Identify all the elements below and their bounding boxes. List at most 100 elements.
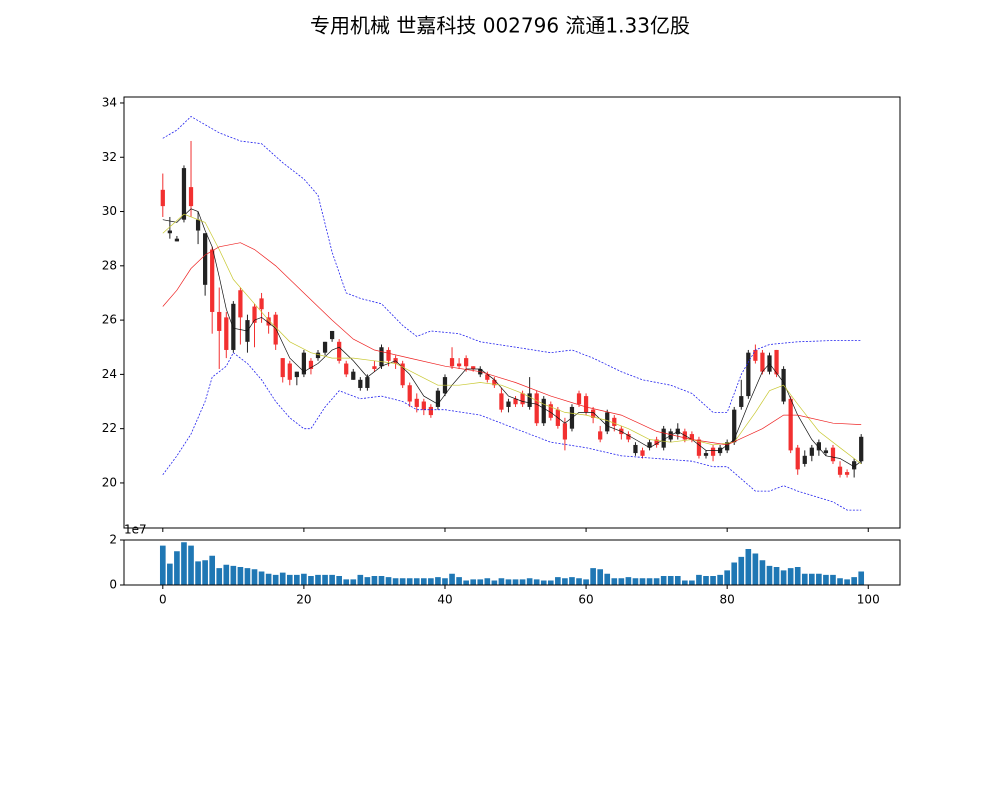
candle-body: [421, 401, 426, 410]
volume-bar: [674, 576, 681, 585]
candle-body: [259, 298, 264, 310]
volume-bar: [209, 555, 216, 585]
y-tick-label: 34: [102, 95, 117, 109]
candle-body: [576, 393, 582, 405]
volume-bar: [547, 580, 554, 585]
candle-body: [266, 317, 271, 326]
candle-body: [583, 396, 589, 413]
candle-body: [527, 393, 532, 407]
candle-body: [203, 233, 208, 285]
candle-body: [809, 447, 814, 456]
volume-bar: [364, 577, 371, 585]
volume-bar: [392, 578, 399, 585]
volume-bar: [378, 576, 385, 585]
volume-bar: [773, 567, 780, 585]
volume-bar: [251, 569, 258, 585]
candle-body: [703, 453, 709, 456]
candle-body: [859, 436, 864, 462]
candle-body: [337, 341, 342, 361]
candle-body: [710, 447, 716, 456]
candle-body: [167, 230, 172, 234]
volume-bar: [710, 576, 716, 585]
volume-bar: [322, 574, 328, 585]
volume-bar: [230, 565, 237, 585]
candle-body: [598, 431, 603, 440]
candle-body: [605, 412, 610, 432]
candle-body: [188, 187, 194, 207]
candle-body: [802, 455, 807, 464]
candle-body: [739, 396, 744, 407]
candle-body: [816, 442, 821, 451]
volume-bar: [787, 568, 794, 585]
candle-body: [788, 398, 793, 451]
indicator-line: [162, 242, 862, 446]
candle-body: [732, 409, 737, 443]
candle-body: [534, 393, 539, 424]
volume-bar: [435, 577, 441, 585]
candle-body: [414, 398, 419, 407]
volume-bar: [703, 576, 709, 585]
volume-bar: [301, 573, 307, 585]
volume-bar: [167, 563, 173, 585]
volume-bar: [484, 578, 491, 585]
volume-bar: [195, 561, 201, 585]
x-tick-label: 60: [578, 593, 593, 607]
volume-bar: [279, 572, 286, 585]
volume-bar: [258, 571, 265, 585]
volume-bar: [794, 567, 801, 585]
volume-bar: [625, 577, 632, 585]
volume-bar: [470, 579, 477, 585]
volume-bar: [442, 578, 448, 585]
candle-body: [344, 363, 349, 375]
volume-bar: [491, 580, 498, 585]
volume-bar: [689, 580, 695, 585]
volume-bar: [766, 565, 773, 585]
volume-bar: [667, 576, 674, 585]
candle-body: [195, 219, 201, 231]
indicator-line: [162, 352, 862, 511]
candle-body: [471, 366, 476, 369]
volume-bar: [590, 568, 596, 585]
candle-body: [485, 374, 490, 380]
candle-body: [746, 352, 751, 397]
volume-bar: [181, 542, 187, 585]
volume-bar: [413, 578, 420, 585]
candle-body: [386, 349, 391, 361]
candle-body: [322, 341, 328, 353]
volume-bar: [844, 579, 850, 585]
candle-body: [217, 311, 222, 331]
y-tick-label: 26: [102, 313, 117, 327]
candle-body: [640, 450, 645, 456]
candle-body: [760, 352, 765, 372]
volume-bar: [682, 580, 688, 585]
volume-bar: [851, 577, 857, 585]
candle-body: [591, 409, 596, 418]
volume-bar: [519, 579, 526, 585]
candle-body: [774, 349, 779, 375]
volume-bar: [653, 578, 660, 585]
volume-bar: [272, 574, 279, 585]
volume-bar: [188, 545, 194, 585]
volume-bar: [646, 578, 653, 585]
candle-body: [633, 444, 638, 454]
volume-bar: [498, 578, 505, 585]
volume-bar: [526, 578, 533, 585]
volume-bar: [752, 553, 759, 585]
candle-body: [224, 317, 229, 350]
volume-bar: [830, 574, 836, 585]
candle-body: [696, 439, 702, 456]
candle-body: [181, 168, 187, 220]
volume-bar: [406, 578, 413, 585]
volume-bar: [717, 574, 723, 585]
volume-bar: [724, 570, 730, 585]
y-tick-label: 0: [109, 578, 117, 592]
volume-bar: [837, 578, 843, 585]
candle-body: [647, 442, 652, 448]
candle-body: [492, 379, 497, 386]
candle-body: [464, 358, 469, 367]
candle-body: [379, 347, 384, 367]
candle-body: [365, 377, 370, 388]
volume-bar: [738, 556, 745, 585]
candle-body: [844, 472, 850, 475]
candle-body: [400, 363, 405, 386]
